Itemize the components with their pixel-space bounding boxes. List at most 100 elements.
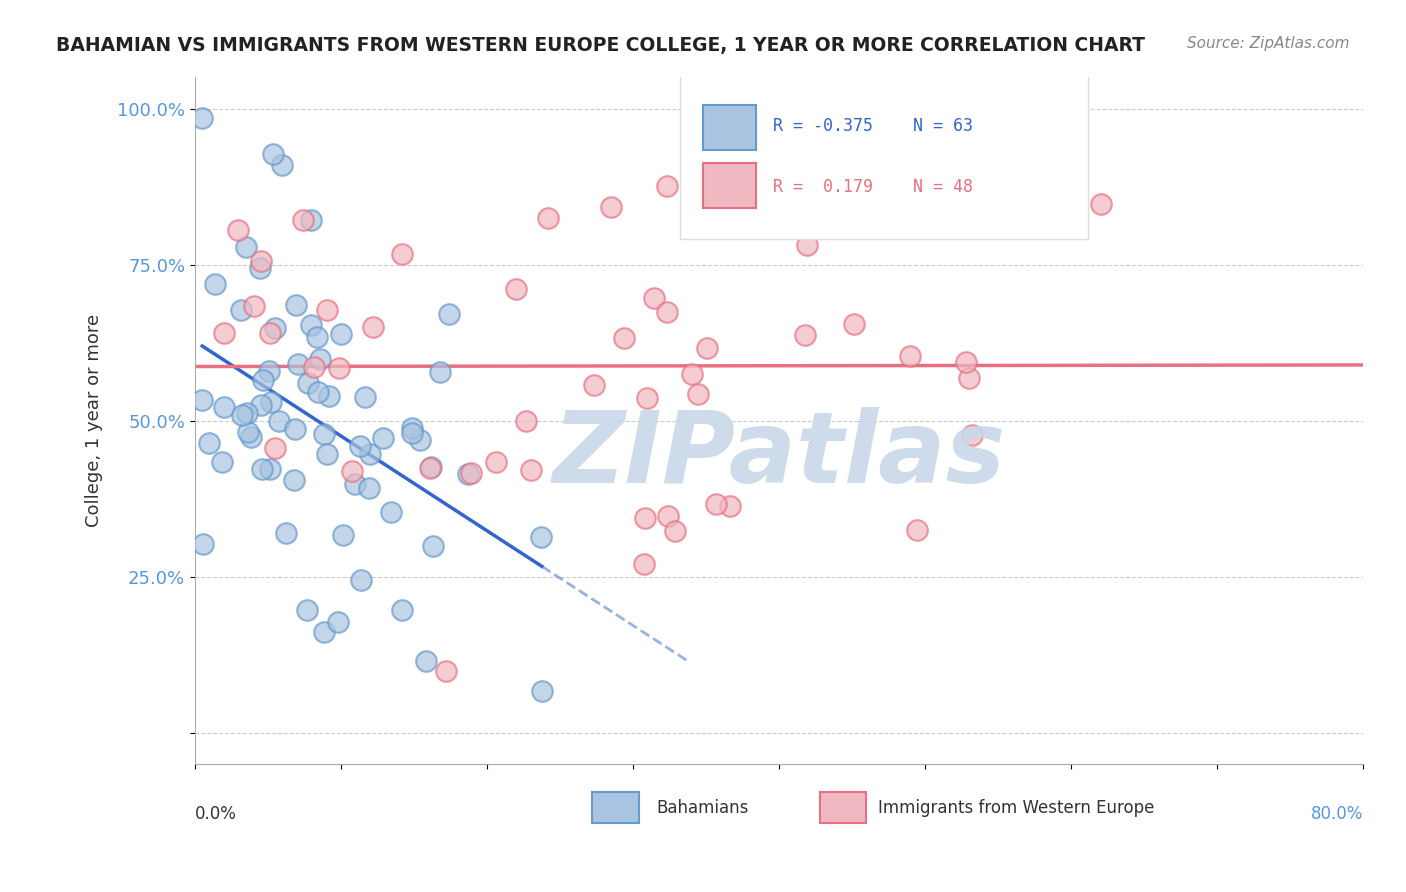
- Point: [243, 299, 266, 313]
- Text: 0.0%: 0.0%: [195, 805, 236, 823]
- FancyBboxPatch shape: [703, 163, 755, 208]
- Point: [330, 326, 353, 341]
- Point: [259, 326, 281, 341]
- Point: [457, 467, 479, 481]
- Point: [373, 431, 395, 445]
- Point: [419, 460, 441, 475]
- Point: [419, 460, 441, 475]
- Point: [191, 537, 214, 551]
- Point: [613, 331, 636, 345]
- Point: [655, 178, 678, 193]
- Point: [314, 427, 336, 442]
- Point: [284, 422, 307, 436]
- Point: [259, 364, 281, 378]
- Point: [636, 392, 658, 406]
- Text: ZIPatlas: ZIPatlas: [553, 407, 1005, 504]
- Point: [422, 539, 444, 553]
- Point: [957, 371, 980, 385]
- Point: [343, 477, 366, 491]
- Text: Immigrants from Western Europe: Immigrants from Western Europe: [879, 798, 1154, 816]
- Point: [314, 625, 336, 640]
- Point: [361, 320, 384, 334]
- Point: [302, 360, 325, 375]
- Point: [299, 318, 322, 333]
- Point: [794, 328, 817, 343]
- Point: [271, 157, 294, 171]
- Point: [305, 330, 328, 344]
- Text: R =  0.179    N = 48: R = 0.179 N = 48: [773, 178, 973, 196]
- Point: [291, 213, 314, 227]
- Point: [681, 367, 703, 381]
- Point: [269, 414, 291, 428]
- FancyBboxPatch shape: [820, 792, 866, 822]
- Point: [530, 684, 553, 698]
- Point: [283, 473, 305, 487]
- Point: [520, 463, 543, 477]
- Point: [191, 393, 214, 408]
- Point: [249, 261, 271, 276]
- Point: [634, 510, 657, 524]
- Point: [429, 365, 451, 379]
- Point: [898, 349, 921, 363]
- Point: [434, 664, 457, 678]
- Point: [905, 524, 928, 538]
- Point: [231, 408, 253, 422]
- Point: [236, 406, 259, 420]
- Point: [359, 482, 381, 496]
- Point: [229, 303, 252, 318]
- Point: [643, 292, 665, 306]
- Point: [955, 355, 977, 369]
- Point: [704, 497, 727, 511]
- Text: 80.0%: 80.0%: [1310, 805, 1362, 823]
- Point: [825, 102, 848, 116]
- Point: [326, 615, 349, 629]
- Point: [688, 387, 710, 401]
- Point: [391, 603, 413, 617]
- Point: [960, 427, 983, 442]
- Point: [274, 525, 297, 540]
- Point: [226, 223, 249, 237]
- Point: [391, 247, 413, 261]
- FancyBboxPatch shape: [703, 105, 755, 150]
- Point: [349, 574, 371, 588]
- Point: [353, 390, 375, 404]
- Point: [657, 509, 679, 524]
- Point: [297, 376, 319, 390]
- Point: [844, 318, 866, 332]
- Point: [235, 240, 257, 254]
- Point: [239, 430, 262, 444]
- Point: [664, 524, 686, 539]
- Point: [515, 414, 537, 428]
- Point: [655, 305, 678, 319]
- Point: [250, 253, 273, 268]
- Point: [718, 499, 741, 513]
- Point: [260, 395, 283, 409]
- Text: Bahamians: Bahamians: [657, 798, 748, 816]
- Point: [380, 505, 402, 519]
- Point: [415, 654, 437, 668]
- Text: BAHAMIAN VS IMMIGRANTS FROM WESTERN EUROPE COLLEGE, 1 YEAR OR MORE CORRELATION C: BAHAMIAN VS IMMIGRANTS FROM WESTERN EURO…: [56, 36, 1146, 54]
- Point: [401, 421, 423, 435]
- FancyBboxPatch shape: [679, 67, 1088, 239]
- Point: [530, 529, 553, 543]
- Point: [297, 603, 319, 617]
- Point: [285, 298, 308, 312]
- Text: Source: ZipAtlas.com: Source: ZipAtlas.com: [1187, 36, 1350, 51]
- Point: [349, 439, 371, 453]
- Y-axis label: College, 1 year or more: College, 1 year or more: [86, 314, 103, 527]
- Point: [262, 147, 284, 161]
- Point: [359, 446, 381, 460]
- Point: [328, 361, 350, 376]
- Point: [460, 466, 482, 480]
- Point: [437, 307, 460, 321]
- Point: [318, 389, 340, 403]
- Point: [796, 237, 818, 252]
- Point: [259, 462, 281, 476]
- Point: [409, 433, 432, 447]
- Point: [263, 441, 285, 455]
- Point: [696, 341, 718, 355]
- Point: [340, 465, 363, 479]
- Point: [401, 425, 423, 440]
- Point: [198, 435, 221, 450]
- Point: [250, 398, 273, 412]
